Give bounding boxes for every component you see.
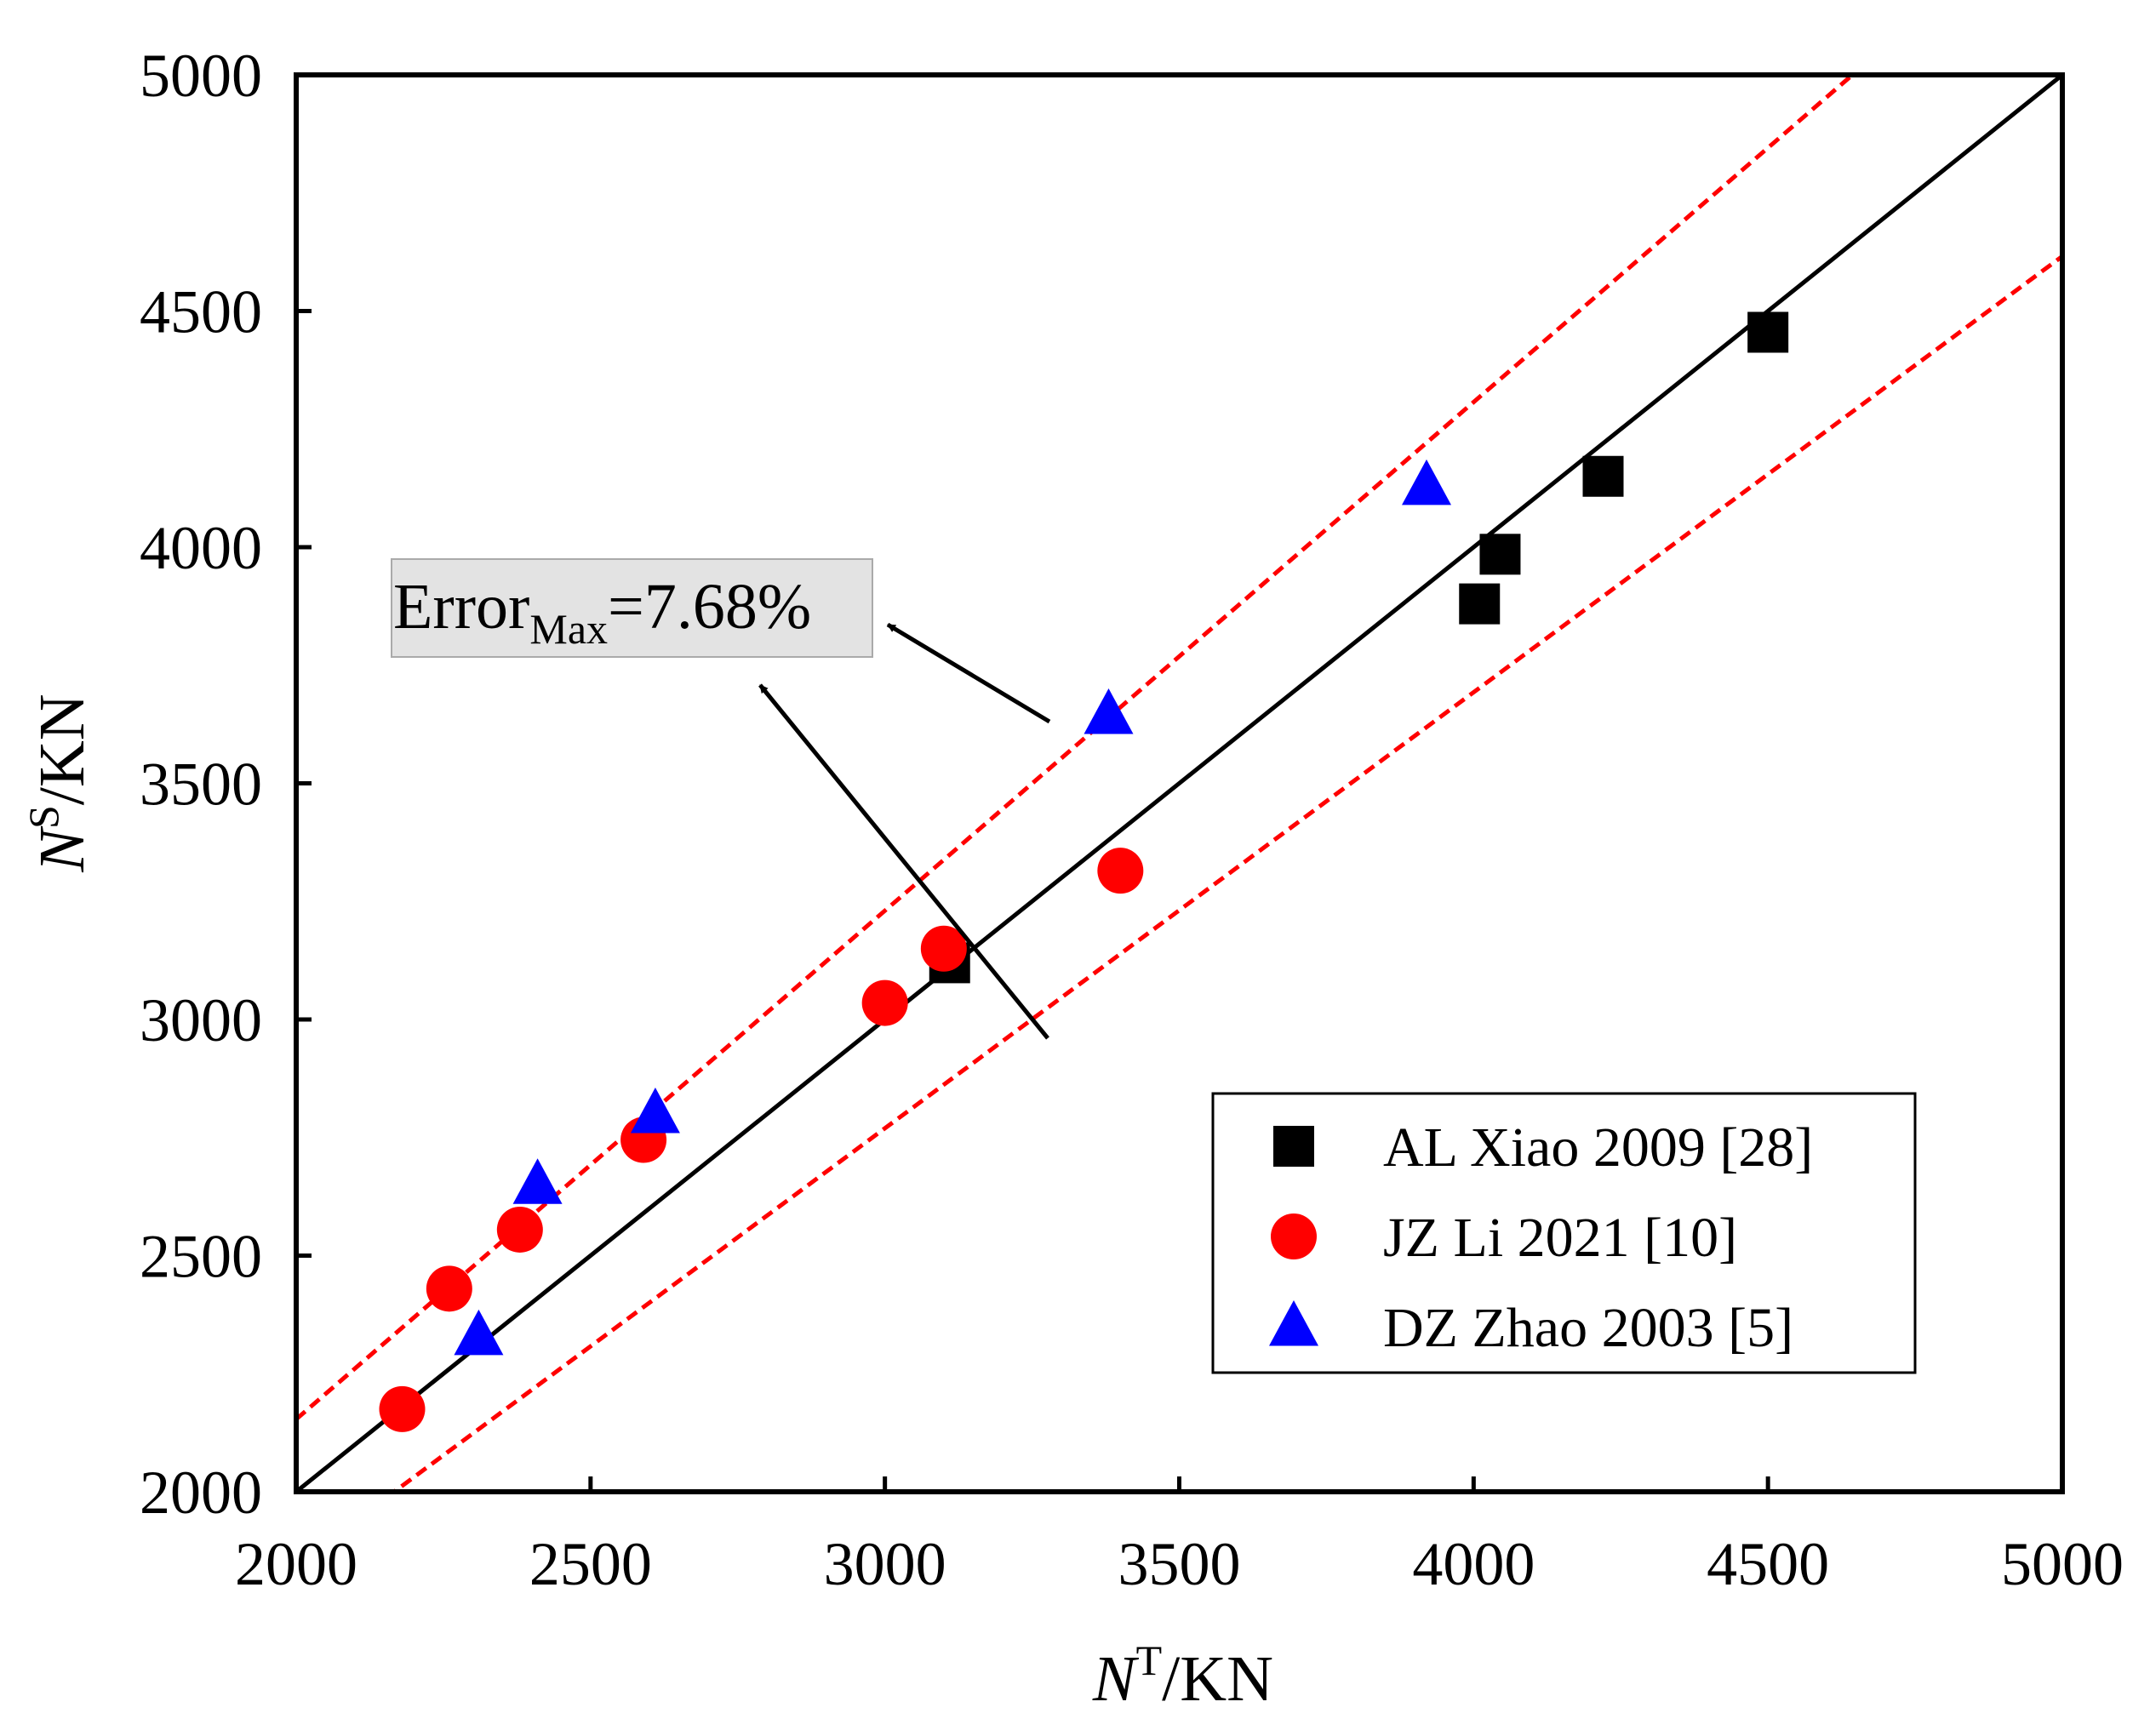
data-point-triangle [1084, 688, 1134, 734]
legend-label: AL Xiao 2009 [28] [1383, 1116, 1813, 1179]
data-point-square [1747, 311, 1789, 353]
data-point-circle [1097, 848, 1144, 894]
legend-marker-circle [1271, 1213, 1317, 1259]
data-point-circle [379, 1385, 426, 1432]
annotation-box [391, 558, 873, 658]
data-point-triangle [512, 1158, 563, 1204]
legend-marker-square [1273, 1126, 1314, 1167]
legend-marker-triangle [1269, 1300, 1318, 1346]
y-axis-title: NS/KN [20, 694, 98, 872]
annotation-arrow-lower [758, 683, 1049, 1040]
data-point-circle [496, 1206, 543, 1253]
data-point-circle [861, 979, 908, 1026]
legend-box [1211, 1092, 1917, 1374]
legend-label: JZ Li 2021 [10] [1383, 1207, 1737, 1269]
data-point-triangle [630, 1088, 680, 1134]
y-tick-label: 4000 [140, 514, 262, 582]
series-circle [379, 848, 1144, 1432]
y-tick-label: 3500 [140, 751, 262, 819]
data-point-square [1582, 455, 1624, 497]
y-tick-label: 3000 [140, 986, 262, 1054]
legend-item: AL Xiao 2009 [28] [1273, 1116, 1813, 1179]
y-tick-label: 2000 [140, 1459, 262, 1527]
data-point-square [1459, 583, 1501, 625]
x-tick-label: 2000 [235, 1530, 357, 1598]
x-tick-label: 5000 [2001, 1530, 2124, 1598]
y-axis: 2000 2500 3000 3500 4000 4500 5000 [140, 42, 312, 1527]
y-tick-label: 2500 [140, 1223, 262, 1291]
reference-lines [296, 75, 2062, 1492]
data-point-circle [920, 925, 967, 972]
annotation-text: ErrorMax=7.68% [393, 571, 811, 653]
x-tick-label: 4500 [1707, 1530, 1829, 1598]
data-point-triangle [1402, 459, 1451, 505]
y-tick-label: 4500 [140, 278, 262, 346]
data-point-triangle [454, 1309, 504, 1356]
legend-item: DZ Zhao 2003 [5] [1269, 1297, 1793, 1359]
data-point-circle [426, 1265, 472, 1312]
error-annotation: ErrorMax=7.68% [391, 558, 1051, 1040]
reference-line-equal [296, 75, 2062, 1492]
x-tick-label: 4000 [1412, 1530, 1535, 1598]
reference-line-lower-bound [390, 254, 2062, 1492]
x-tick-label: 3500 [1118, 1530, 1241, 1598]
series-square [929, 311, 1789, 984]
legend-label: DZ Zhao 2003 [5] [1383, 1297, 1793, 1359]
legend: AL Xiao 2009 [28] JZ Li 2021 [10] DZ Zhao … [1211, 1092, 1917, 1374]
reference-line-upper-bound [296, 75, 1856, 1421]
annotation-arrow-upper [886, 622, 1051, 724]
legend-item: JZ Li 2021 [10] [1271, 1207, 1737, 1269]
x-tick-label: 3000 [824, 1530, 946, 1598]
x-axis: 2000 2500 3000 3500 4000 4500 5000 [235, 1476, 2124, 1598]
data-point-square [1479, 534, 1521, 575]
x-axis-title: NT/KN [1092, 1636, 1273, 1715]
series-triangle [454, 459, 1451, 1356]
data-points [379, 311, 1789, 1432]
y-tick-label: 5000 [140, 42, 262, 110]
x-tick-label: 2500 [529, 1530, 652, 1598]
